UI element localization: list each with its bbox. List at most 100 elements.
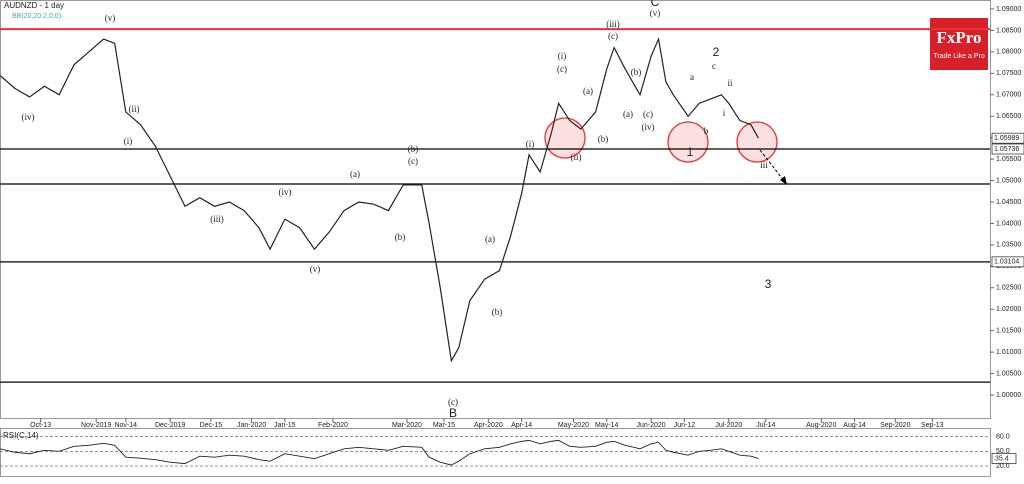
wave-label: (a) [623, 109, 633, 119]
y-tick-label: 1.00500 [996, 370, 1021, 377]
level-tag [991, 143, 1024, 155]
highlight-circle [667, 121, 709, 163]
price-line [0, 36, 759, 363]
wave-label: 1 [687, 145, 694, 159]
y-tick-label: 1.07500 [996, 70, 1021, 77]
y-tick-label: 1.02500 [996, 285, 1021, 292]
y-tick-label: 1.00000 [996, 392, 1021, 399]
chart-title: AUDNZD - 1 day [4, 1, 64, 10]
y-tick-label: 1.08500 [996, 27, 1021, 34]
wave-label: (iii) [606, 19, 620, 29]
wave-label: (c) [557, 64, 567, 74]
wave-label: c [712, 61, 716, 71]
x-tick-label: Jan-2020 [237, 422, 266, 429]
wave-label: (iv) [279, 187, 292, 197]
wave-label: (a) [350, 169, 360, 179]
rsi-last-tag [991, 453, 1017, 464]
wave-label: (c) [608, 31, 618, 41]
y-tick-label: 1.05500 [996, 156, 1021, 163]
subtitle: BB(20,20,2,0,0) [12, 13, 61, 20]
forecast-arrow [759, 149, 786, 183]
wave-label: i [723, 108, 726, 118]
logo-text: FxPro [936, 28, 981, 47]
wave-label: b [704, 126, 709, 136]
rsi-line [0, 439, 759, 466]
x-tick-label: Jul-14 [756, 422, 775, 429]
x-tick-label: Aug-14 [843, 422, 866, 429]
y-tick-label: 1.06500 [996, 113, 1021, 120]
wave-label: (i) [558, 51, 567, 61]
x-tick-label: Sep-13 [921, 422, 944, 429]
y-tick-label: 1.07000 [996, 92, 1021, 99]
wave-label: (c) [643, 109, 653, 119]
x-tick-label: Sep-2020 [880, 422, 910, 429]
rsi-tick-label: 50.0 [996, 448, 1010, 455]
x-tick-label: Apr-14 [511, 422, 532, 429]
wave-label: (iv) [642, 122, 655, 132]
wave-label: ii [727, 78, 733, 88]
wave-label: (b) [598, 134, 609, 144]
rsi-tick-label: 20.0 [996, 463, 1010, 470]
wave-label: (b) [631, 67, 642, 77]
wave-label: (a) [485, 234, 495, 244]
x-tick-label: Dec-2019 [155, 422, 185, 429]
x-tick-label: Apr-2020 [474, 422, 503, 429]
wave-label: (v) [650, 8, 661, 18]
logo-tagline: Trade Like a Pro [933, 53, 985, 60]
y-tick-label: 1.02000 [996, 306, 1021, 313]
level-label: 1.03104 [994, 259, 1019, 266]
level-tag [991, 256, 1024, 268]
highlight-circle [736, 121, 778, 163]
x-tick-label: May-14 [595, 422, 618, 429]
y-tick-label: 1.04500 [996, 199, 1021, 206]
last-price-label: 1.05989 [994, 135, 1019, 142]
x-tick-label: Oct-13 [30, 422, 51, 429]
wave-label: C [651, 0, 660, 9]
wave-label: (v) [310, 264, 321, 274]
wave-label: (b) [492, 307, 503, 317]
rsi-title: RSI(C,14) [3, 431, 39, 440]
y-tick-label: 1.03500 [996, 242, 1021, 249]
y-tick-label: 1.08000 [996, 49, 1021, 56]
wave-label: (b) [395, 232, 406, 242]
x-tick-label: Mar-2020 [392, 422, 422, 429]
plot-frame [0, 0, 991, 419]
x-tick-label: Jul-2020 [715, 422, 742, 429]
rsi-last-label: 35.4 [995, 455, 1009, 462]
wave-label: a [690, 72, 694, 82]
logo: FxPro Trade Like a Pro [930, 18, 988, 70]
x-tick-label: Jan-15 [274, 422, 296, 429]
highlight-circle [544, 117, 586, 159]
y-tick-label: 1.04000 [996, 220, 1021, 227]
rsi-tick-label: 80.0 [996, 433, 1010, 440]
wave-label: (iv) [22, 112, 35, 122]
x-tick-label: Mar-15 [433, 422, 455, 429]
wave-label: (i) [526, 139, 535, 149]
arrow-head [780, 176, 787, 185]
x-tick-label: Nov-14 [114, 422, 137, 429]
y-tick-label: 1.09000 [996, 6, 1021, 13]
x-tick-label: Nov-2019 [81, 422, 111, 429]
x-tick-label: Jun-2020 [637, 422, 666, 429]
rsi-frame [0, 428, 991, 477]
wave-label: (c) [448, 397, 458, 407]
wave-label: 3 [765, 277, 772, 291]
wave-label: (ii) [571, 152, 582, 162]
y-tick-label: 1.01500 [996, 328, 1021, 335]
logo-box [930, 18, 988, 70]
wave-label: (ii) [129, 104, 140, 114]
wave-label: B [449, 406, 457, 420]
last-price-tag [991, 132, 1024, 144]
wave-label: 2 [713, 45, 720, 59]
circles [544, 117, 778, 163]
x-tick-label: Jun-12 [674, 422, 696, 429]
x-tick-label: Dec-15 [200, 422, 223, 429]
y-tick-label: 1.05000 [996, 177, 1021, 184]
wave-label: (b) [408, 144, 419, 154]
y-tick-label: 1.01000 [996, 349, 1021, 356]
wave-label: iii [760, 160, 768, 170]
wave-label: (v) [105, 13, 116, 23]
wave-label: (iii) [210, 214, 224, 224]
